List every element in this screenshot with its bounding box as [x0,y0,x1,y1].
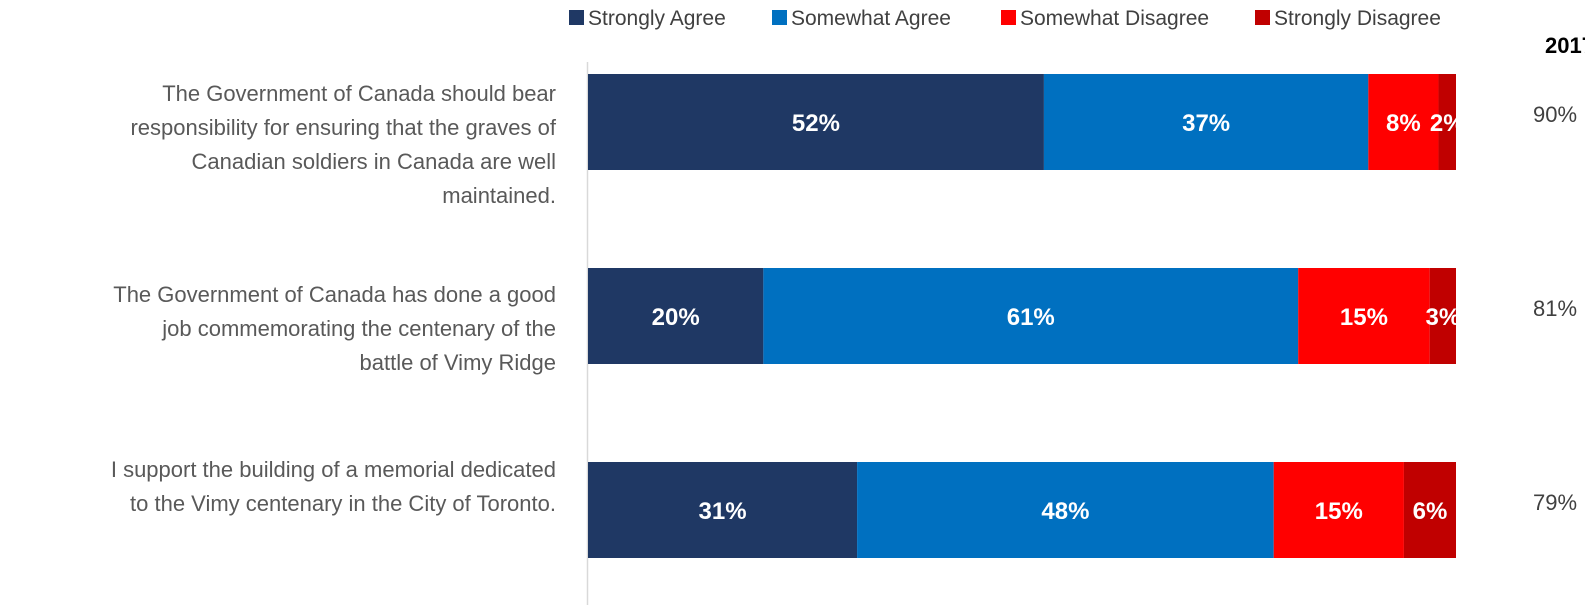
data-label: 20% [652,304,700,331]
legend-label: Strongly Agree [588,7,726,30]
legend: Strongly Agree Somewhat Agree Somewhat Dis… [569,7,1441,30]
data-label: 2% [1430,110,1465,137]
data-label: 3% [1426,304,1461,331]
legend-label: Somewhat Agree [791,7,951,30]
bars: 52% 37% 8% 2% 20% 61% 15% 3% 31% 48% 15% 6% [588,74,1465,558]
category-label: The Government of Canada should bear resp… [130,81,556,208]
data-label: 15% [1340,304,1388,331]
data-label: 48% [1041,498,1089,525]
data-label: 31% [699,498,747,525]
legend-swatch [1255,10,1270,25]
data-label: 52% [792,110,840,137]
data-label: 6% [1413,498,1448,525]
bar-segment [1298,268,1430,364]
bar-segment [1438,74,1456,170]
totals-header: 2017 [1545,33,1585,58]
total-label: 90% [1533,102,1577,127]
legend-swatch [1001,10,1016,25]
category-label: The Government of Canada has done a good… [113,282,556,375]
bar-segment [763,268,1299,364]
data-label: 8% [1386,110,1421,137]
bar-segment [1429,268,1456,364]
data-label: 37% [1182,110,1230,137]
bar-segment [1043,74,1369,170]
bar-segment [857,462,1274,558]
legend-label: Somewhat Disagree [1020,7,1209,30]
legend-swatch [569,10,584,25]
bar-segment [588,462,858,558]
total-label: 79% [1533,490,1577,515]
bar-segment [1368,74,1439,170]
bar-segment [1273,462,1404,558]
legend-label: Strongly Disagree [1274,7,1441,30]
bar-segment [1403,462,1456,558]
bar-segment [588,268,764,364]
totals: 90% 81% 79% [1533,102,1577,515]
total-label: 81% [1533,296,1577,321]
category-label: I support the building of a memorial ded… [111,457,556,516]
data-label: 15% [1315,498,1363,525]
data-label: 61% [1007,304,1055,331]
bar-segment [588,74,1044,170]
legend-swatch [772,10,787,25]
category-labels: The Government of Canada should bear resp… [111,81,557,516]
